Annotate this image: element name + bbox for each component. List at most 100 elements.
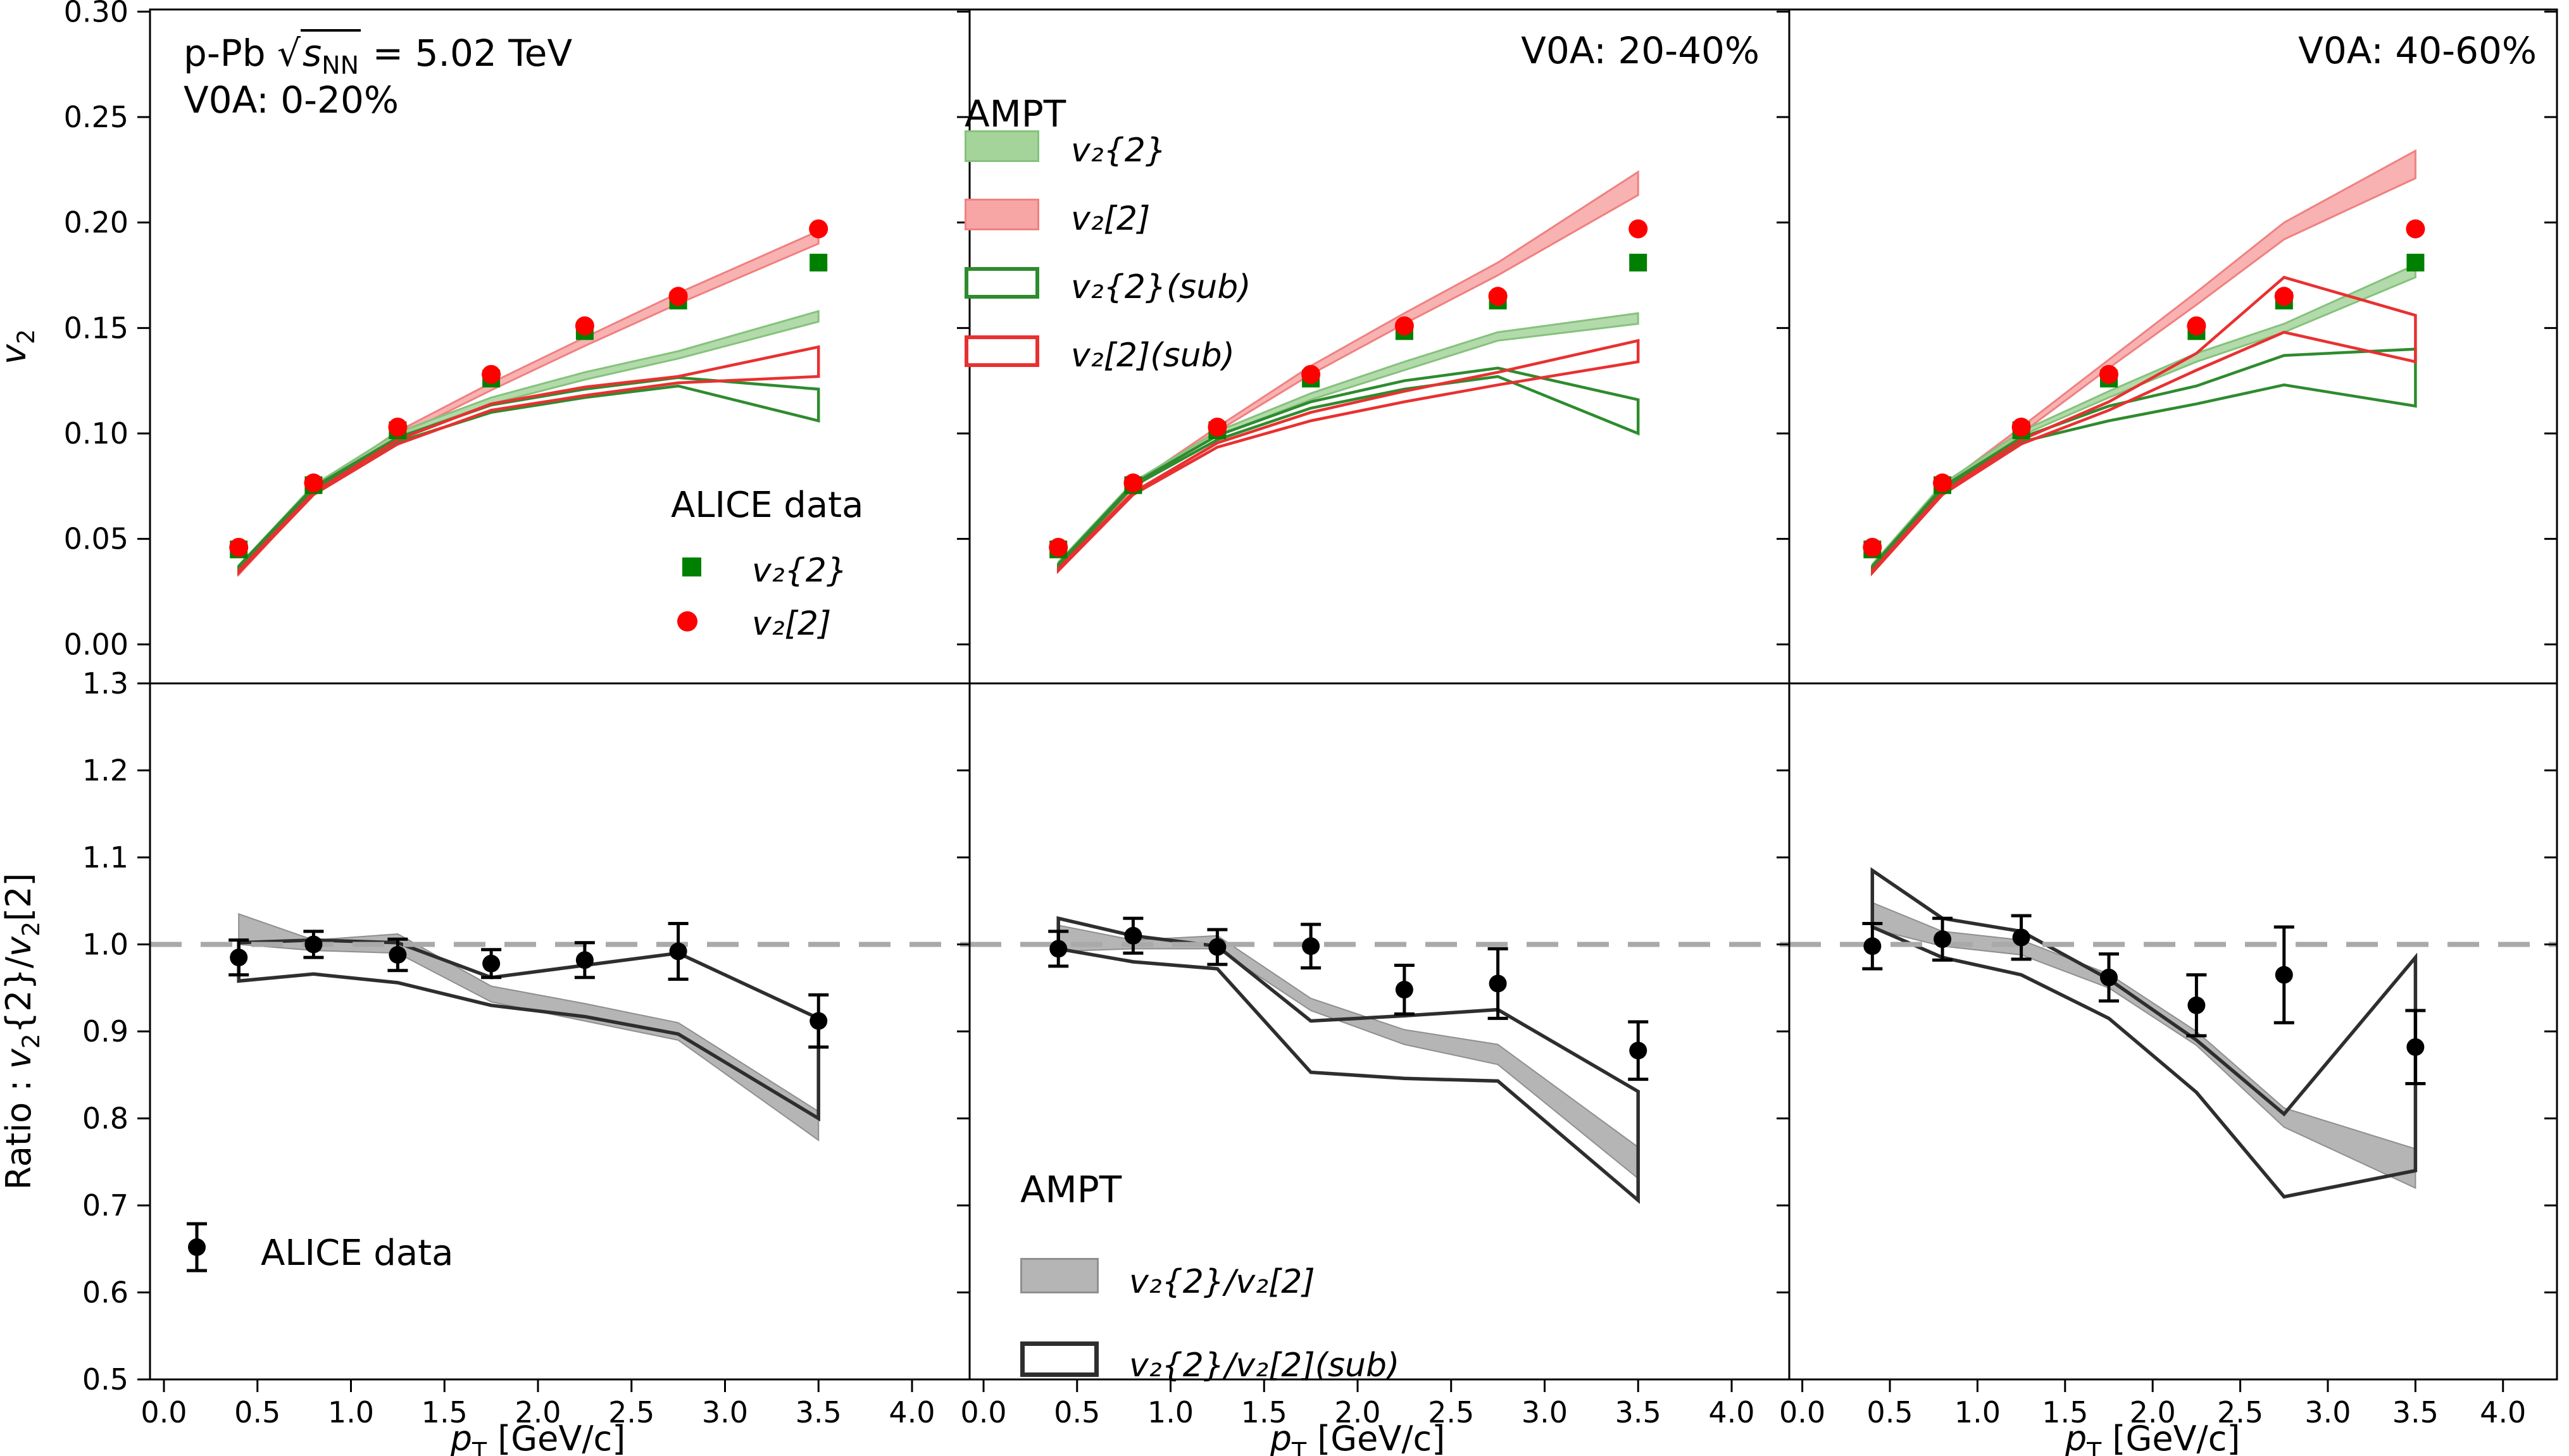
alice-v2-bracket-point bbox=[1933, 473, 1952, 493]
errorbar-marker-icon bbox=[187, 1222, 207, 1272]
alice-ratio-point bbox=[1934, 930, 1952, 949]
x-axis-label: pT [GeV/c] bbox=[450, 1419, 626, 1456]
alice-v2-curly-point bbox=[809, 254, 828, 271]
x-tick-label: 2.0 bbox=[1334, 1395, 1380, 1429]
legend-alice-top-title: ALICE data bbox=[671, 485, 864, 526]
legend-alice-top-item-0: v₂{2} bbox=[752, 552, 847, 590]
top-panel-points-2 bbox=[1863, 219, 2425, 559]
red-circle-marker bbox=[677, 611, 697, 632]
alice-v2-bracket-point bbox=[1208, 418, 1227, 437]
alice-v2-bracket-point bbox=[1628, 219, 1648, 239]
x-tick-label: 2.5 bbox=[2217, 1395, 2263, 1429]
alice-ratio-point bbox=[2275, 966, 2293, 984]
ampt-v2-bracket-sub-band bbox=[237, 345, 820, 576]
alice-v2-bracket-point bbox=[229, 538, 249, 557]
y-tick-label: 0.00 bbox=[64, 627, 128, 661]
x-axis-label: pT [GeV/c] bbox=[2065, 1419, 2241, 1456]
x-tick-label: 0.0 bbox=[141, 1395, 187, 1429]
x-tick-label: 1.5 bbox=[2042, 1395, 2088, 1429]
band-swatch-green-icon bbox=[965, 130, 1039, 162]
alice-v2-bracket-point bbox=[1394, 316, 1414, 335]
x-axis-label: pT [GeV/c] bbox=[1270, 1419, 1446, 1456]
alice-v2-bracket-point bbox=[2099, 364, 2118, 384]
legend-ampt-top-item-1: v₂[2] bbox=[1071, 200, 1151, 238]
x-tick-label: 0.5 bbox=[1866, 1395, 1913, 1429]
x-tick-label: 4.0 bbox=[1708, 1395, 1754, 1429]
legend-ampt-top-item-2: v₂{2}(sub) bbox=[1071, 268, 1251, 306]
bottom-panel-frame bbox=[1788, 682, 2558, 1381]
alice-ratio-point bbox=[389, 946, 407, 964]
ampt-ratio-sub-band bbox=[1870, 867, 2418, 1199]
bottom-panel-frame bbox=[149, 682, 971, 1381]
y-tick-label: 1.0 bbox=[82, 928, 128, 962]
x-tick-label: 1.5 bbox=[1241, 1395, 1287, 1429]
alice-ratio-point bbox=[1208, 938, 1227, 956]
x-tick-label: 0.5 bbox=[1054, 1395, 1100, 1429]
alice-ratio-point bbox=[1489, 974, 1507, 993]
legend-alice-top-item-1: v₂[2] bbox=[752, 605, 832, 643]
x-tick-label: 2.5 bbox=[1428, 1395, 1474, 1429]
y-tick-label: 0.9 bbox=[82, 1014, 128, 1048]
x-tick-label: 1.0 bbox=[1954, 1395, 2001, 1429]
x-tick-label: 4.0 bbox=[889, 1395, 935, 1429]
x-tick-label: 1.5 bbox=[422, 1395, 468, 1429]
alice-v2-bracket-point bbox=[2011, 418, 2031, 437]
legend-ampt-top-item-0: v₂{2} bbox=[1071, 132, 1166, 170]
data-points-layer bbox=[228, 219, 2426, 1085]
green-square-marker bbox=[682, 557, 701, 576]
ampt-v2-curly-sub-band bbox=[237, 376, 820, 572]
top-panel-1 bbox=[1056, 170, 1640, 575]
alice-v2-bracket-point bbox=[668, 287, 688, 306]
bottom-panel-points-2 bbox=[1862, 914, 2426, 1085]
alice-ratio-point bbox=[2099, 968, 2118, 986]
y-tick-label: 1.3 bbox=[82, 666, 128, 700]
legend-ampt-top-item-3: v₂[2](sub) bbox=[1071, 337, 1235, 375]
ampt-v2-curly-band bbox=[237, 309, 820, 571]
alice-v2-bracket-point bbox=[388, 418, 408, 437]
alice-ratio-point bbox=[1302, 937, 1320, 955]
x-tick-label: 3.5 bbox=[2392, 1395, 2439, 1429]
x-tick-label: 2.5 bbox=[608, 1395, 654, 1429]
alice-v2-bracket-point bbox=[1123, 473, 1143, 493]
alice-ratio-point bbox=[2012, 928, 2030, 947]
y-tick-label: 1.2 bbox=[82, 754, 128, 788]
x-tick-label: 3.0 bbox=[702, 1395, 748, 1429]
centrality-label-20-40: V0A: 20-40% bbox=[1521, 29, 1760, 72]
bands-layer bbox=[237, 149, 2418, 1204]
band-swatch-green-outline-icon bbox=[965, 267, 1039, 299]
centrality-label-40-60: V0A: 40-60% bbox=[2298, 29, 2537, 72]
y-tick-label: 0.05 bbox=[64, 522, 128, 556]
legend-ampt-bottom-item-1: v₂{2}/v₂[2](sub) bbox=[1129, 1347, 1400, 1384]
alice-ratio-point bbox=[1863, 937, 1882, 955]
y-axis-label-top: v2 bbox=[0, 329, 40, 364]
centrality-label-0-20: V0A: 0-20% bbox=[184, 78, 399, 121]
band-swatch-pink-icon bbox=[965, 199, 1039, 230]
alice-ratio-point bbox=[2406, 1038, 2425, 1056]
alice-v2-curly-point bbox=[1629, 254, 1647, 271]
top-panel-points-0 bbox=[229, 219, 828, 559]
s-symbol: s bbox=[302, 32, 322, 75]
alice-v2-bracket-point bbox=[809, 219, 828, 239]
x-tick-label: 2.0 bbox=[2130, 1395, 2176, 1429]
alice-v2-bracket-point bbox=[1049, 538, 1068, 557]
ampt-model-label-bottom: AMPT bbox=[1020, 1168, 1122, 1211]
x-tick-label: 3.5 bbox=[796, 1395, 842, 1429]
y-tick-label: 0.20 bbox=[64, 206, 128, 240]
bottom-panel-points-0 bbox=[228, 922, 829, 1049]
y-tick-label: 0.25 bbox=[64, 100, 128, 134]
bottom-panel-points-1 bbox=[1048, 916, 1649, 1081]
alice-ratio-point bbox=[230, 949, 248, 967]
y-axis-label-bottom: Ratio : v2{2}/v2[2] bbox=[0, 873, 45, 1190]
y-tick-label: 0.10 bbox=[64, 416, 128, 451]
y-tick-label: 0.8 bbox=[82, 1102, 128, 1136]
top-panel-0 bbox=[237, 229, 820, 578]
energy-text: = 5.02 TeV bbox=[361, 32, 573, 75]
y-tick-label: 0.6 bbox=[82, 1276, 128, 1310]
ampt-v2-bracket-sub-band bbox=[1871, 275, 2417, 576]
top-panel-frame bbox=[1788, 8, 2558, 685]
sqrt-symbol: √ bbox=[277, 32, 301, 75]
bottom-panel-0 bbox=[237, 912, 820, 1142]
alice-ratio-point bbox=[575, 951, 594, 969]
